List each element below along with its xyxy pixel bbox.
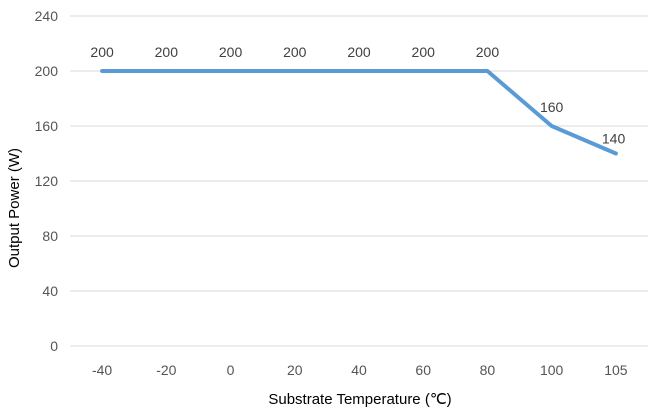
x-tick-label: -20 [156, 362, 176, 378]
data-label: 160 [540, 99, 564, 115]
series-line [100, 69, 618, 156]
data-labels: 200 200 200 200 200 200 200 160 140 [90, 44, 625, 147]
y-tick-label: 160 [35, 118, 59, 134]
data-label: 200 [412, 44, 436, 60]
y-tick-label: 240 [35, 8, 59, 24]
x-tick-label: 60 [415, 362, 431, 378]
x-tick-label: 0 [227, 362, 235, 378]
y-tick-label: 200 [35, 63, 59, 79]
series [100, 69, 618, 156]
data-label: 200 [476, 44, 500, 60]
x-axis-ticks: -40 -20 0 20 40 60 80 100 105 [92, 362, 628, 378]
gridlines [70, 15, 648, 347]
data-label: 200 [219, 44, 243, 60]
y-axis-title: Output Power (W) [6, 148, 23, 268]
data-label: 200 [90, 44, 114, 60]
data-label: 200 [155, 44, 179, 60]
y-tick-label: 120 [35, 173, 59, 189]
y-tick-label: 0 [50, 338, 58, 354]
data-label: 200 [283, 44, 307, 60]
x-tick-label: 100 [540, 362, 564, 378]
y-tick-label: 40 [42, 283, 58, 299]
data-label: 140 [602, 131, 626, 147]
x-axis-title: Substrate Temperature (℃) [268, 391, 451, 408]
x-tick-label: -40 [92, 362, 112, 378]
x-tick-label: 105 [604, 362, 628, 378]
data-label: 200 [347, 44, 371, 60]
x-tick-label: 20 [287, 362, 303, 378]
y-axis-ticks: 0 40 80 120 160 200 240 [35, 8, 59, 354]
x-tick-label: 80 [480, 362, 496, 378]
y-tick-label: 80 [42, 228, 58, 244]
x-tick-label: 40 [351, 362, 367, 378]
